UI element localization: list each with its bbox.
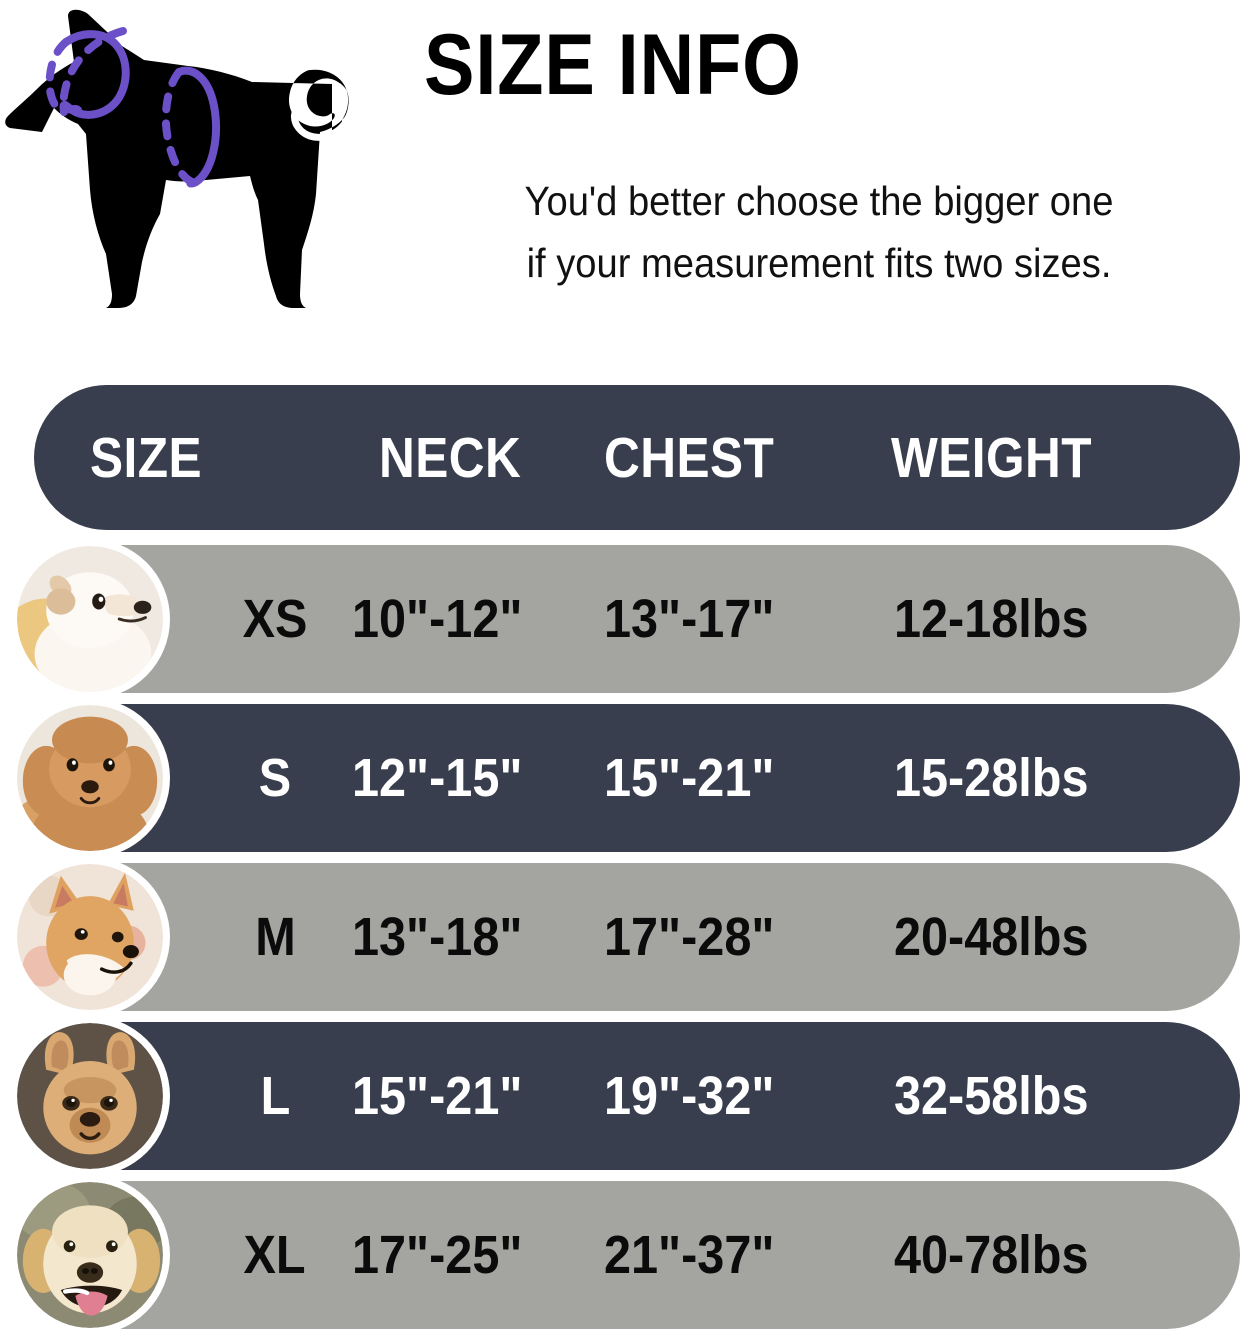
cell-chest-value: 19"-32" <box>604 1066 775 1126</box>
toy-poodle-photo <box>17 705 163 851</box>
column-header-neck: NECK <box>379 385 543 530</box>
table-row[interactable]: XS 10"-12" 13"-17" 12-18lbs <box>10 539 1240 699</box>
table-row[interactable]: L 15"-21" 19"-32" 32-58lbs <box>10 1016 1240 1176</box>
cell-neck-value: 10"-12" <box>352 589 523 649</box>
cell-chest: 19"-32" <box>604 1022 793 1170</box>
column-header-size: SIZE <box>90 385 219 530</box>
page-title: SIZE INFO <box>424 17 802 113</box>
cell-weight: 32-58lbs <box>894 1022 1110 1170</box>
cell-chest-value: 17"-28" <box>604 907 775 967</box>
cell-weight-value: 20-48lbs <box>894 907 1089 967</box>
column-header-chest: CHEST <box>604 385 800 530</box>
cell-size-value: S <box>258 748 292 808</box>
cell-size: M <box>200 863 350 1011</box>
cell-weight: 40-78lbs <box>894 1181 1110 1329</box>
cell-neck-value: 17"-25" <box>352 1225 523 1285</box>
cell-neck: 15"-21" <box>352 1022 541 1170</box>
cell-neck: 10"-12" <box>352 545 541 693</box>
cell-weight-value: 15-28lbs <box>894 748 1089 808</box>
title-block: SIZE INFO You'd better choose the bigger… <box>424 22 1224 295</box>
cell-neck-value: 15"-21" <box>352 1066 523 1126</box>
cell-neck-value: 12"-15" <box>352 748 523 808</box>
cell-size: XS <box>200 545 350 693</box>
french-bulldog-photo <box>17 1023 163 1169</box>
cell-weight: 15-28lbs <box>894 704 1110 852</box>
cell-neck: 13"-18" <box>352 863 541 1011</box>
pomeranian-photo <box>17 546 163 692</box>
cell-weight-value: 40-78lbs <box>894 1225 1089 1285</box>
cell-chest: 21"-37" <box>604 1181 793 1329</box>
dog-photo-avatar <box>10 857 170 1017</box>
page-subtitle: You'd better choose the bigger one if yo… <box>452 170 1187 295</box>
cell-chest: 17"-28" <box>604 863 793 1011</box>
cell-size-value: XL <box>243 1225 307 1285</box>
cell-size: L <box>200 1022 350 1170</box>
cell-size-value: XS <box>242 589 308 649</box>
cell-weight-value: 12-18lbs <box>894 589 1089 649</box>
cell-size: XL <box>200 1181 350 1329</box>
cell-neck: 12"-15" <box>352 704 541 852</box>
table-row[interactable]: S 12"-15" 15"-21" 15-28lbs <box>10 698 1240 858</box>
shiba-inu-photo <box>17 864 163 1010</box>
cell-chest: 13"-17" <box>604 545 793 693</box>
cell-size-value: L <box>260 1066 290 1126</box>
dog-silhouette-illustration <box>2 4 402 324</box>
cell-neck-value: 13"-18" <box>352 907 523 967</box>
cell-size-value: M <box>254 907 296 967</box>
column-header-weight-label: WEIGHT <box>891 425 1092 490</box>
cell-weight: 20-48lbs <box>894 863 1110 1011</box>
subtitle-line-1: You'd better choose the bigger one <box>524 178 1114 224</box>
table-row[interactable]: M 13"-18" 17"-28" 20-48lbs <box>10 857 1240 1017</box>
cell-chest-value: 15"-21" <box>604 748 775 808</box>
dog-photo-avatar <box>10 1016 170 1176</box>
labrador-retriever-photo <box>17 1182 163 1328</box>
dog-photo-avatar <box>10 539 170 699</box>
dog-photo-avatar <box>10 1175 170 1335</box>
cell-weight: 12-18lbs <box>894 545 1110 693</box>
column-header-chest-label: CHEST <box>604 425 775 490</box>
column-header-neck-label: NECK <box>379 425 522 490</box>
cell-weight-value: 32-58lbs <box>894 1066 1089 1126</box>
table-row[interactable]: XL 17"-25" 21"-37" 40-78lbs <box>10 1175 1240 1335</box>
column-header-size-label: SIZE <box>90 425 202 490</box>
cell-chest-value: 13"-17" <box>604 589 775 649</box>
cell-chest-value: 21"-37" <box>604 1225 775 1285</box>
dog-photo-avatar <box>10 698 170 858</box>
table-header-row: SIZE NECK CHEST WEIGHT <box>34 385 1240 530</box>
cell-neck: 17"-25" <box>352 1181 541 1329</box>
subtitle-line-2: if your measurement fits two sizes. <box>526 240 1112 287</box>
cell-size: S <box>200 704 350 852</box>
header-area: SIZE INFO You'd better choose the bigger… <box>0 0 1246 360</box>
cell-chest: 15"-21" <box>604 704 793 852</box>
column-header-weight: WEIGHT <box>891 385 1122 530</box>
